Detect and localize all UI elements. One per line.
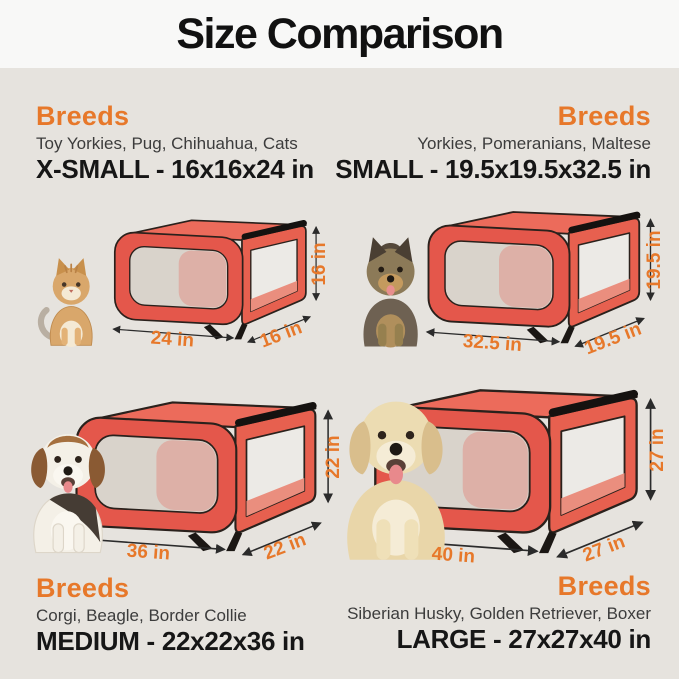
dim-height-label: 22 in — [323, 435, 344, 478]
breeds-heading: Breeds — [557, 101, 651, 131]
breeds-heading: Breeds — [557, 571, 651, 601]
breeds-list: Yorkies, Pomeranians, Maltese — [417, 133, 651, 153]
dim-height-label: 16 in — [309, 242, 330, 285]
dim-height-label: 27 in — [647, 428, 668, 471]
text-block-small: Breeds Yorkies, Pomeranians, Maltese SMA… — [335, 101, 651, 185]
size-label: SMALL - 19.5x19.5x32.5 in — [335, 154, 651, 185]
header: Size Comparison — [0, 0, 679, 68]
comparison-grid: Breeds Toy Yorkies, Pug, Chihuahua, Cats… — [0, 68, 679, 679]
text-block-large: Breeds Siberian Husky, Golden Retriever,… — [347, 571, 652, 655]
scene-medium: 36 in 22 in 22 in — [30, 368, 344, 565]
scene-large: 40 in 27 in 27 in — [347, 356, 668, 568]
dim-depth-label: 22 in — [261, 529, 309, 564]
dim-length-label: 36 in — [126, 541, 171, 565]
cat-illustration — [41, 258, 92, 347]
size-label: LARGE - 27x27x40 in — [396, 624, 652, 655]
breeds-list: Corgi, Beagle, Border Collie — [36, 605, 247, 625]
yorkie-illustration — [363, 237, 418, 348]
dim-length-label: 24 in — [150, 328, 195, 352]
page-title: Size Comparison — [176, 9, 504, 58]
dim-depth-label: 19.5 in — [582, 318, 645, 359]
dim-length-label: 32.5 in — [462, 331, 522, 356]
breeds-list: Siberian Husky, Golden Retriever, Boxer — [347, 603, 651, 623]
dim-depth-label: 27 in — [580, 531, 628, 566]
breeds-list: Toy Yorkies, Pug, Chihuahua, Cats — [36, 133, 298, 153]
crate-illustration — [75, 402, 328, 554]
breeds-heading: Breeds — [36, 101, 130, 131]
dim-height-label: 19.5 in — [644, 230, 665, 289]
size-label: MEDIUM - 22x22x36 in — [36, 626, 305, 657]
scene-x-small: 24 in 16 in 16 in — [16, 192, 330, 352]
dim-depth-label: 16 in — [257, 317, 305, 352]
dim-length-label: 40 in — [431, 544, 476, 568]
size-label: X-SMALL - 16x16x24 in — [36, 154, 314, 185]
breeds-heading: Breeds — [36, 573, 130, 603]
text-block-x-small: Breeds Toy Yorkies, Pug, Chihuahua, Cats… — [36, 101, 314, 185]
text-block-medium: Breeds Corgi, Beagle, Border Collie MEDI… — [36, 573, 305, 657]
scene-small: 32.5 in 19.5 in 19.5 in — [363, 184, 665, 359]
